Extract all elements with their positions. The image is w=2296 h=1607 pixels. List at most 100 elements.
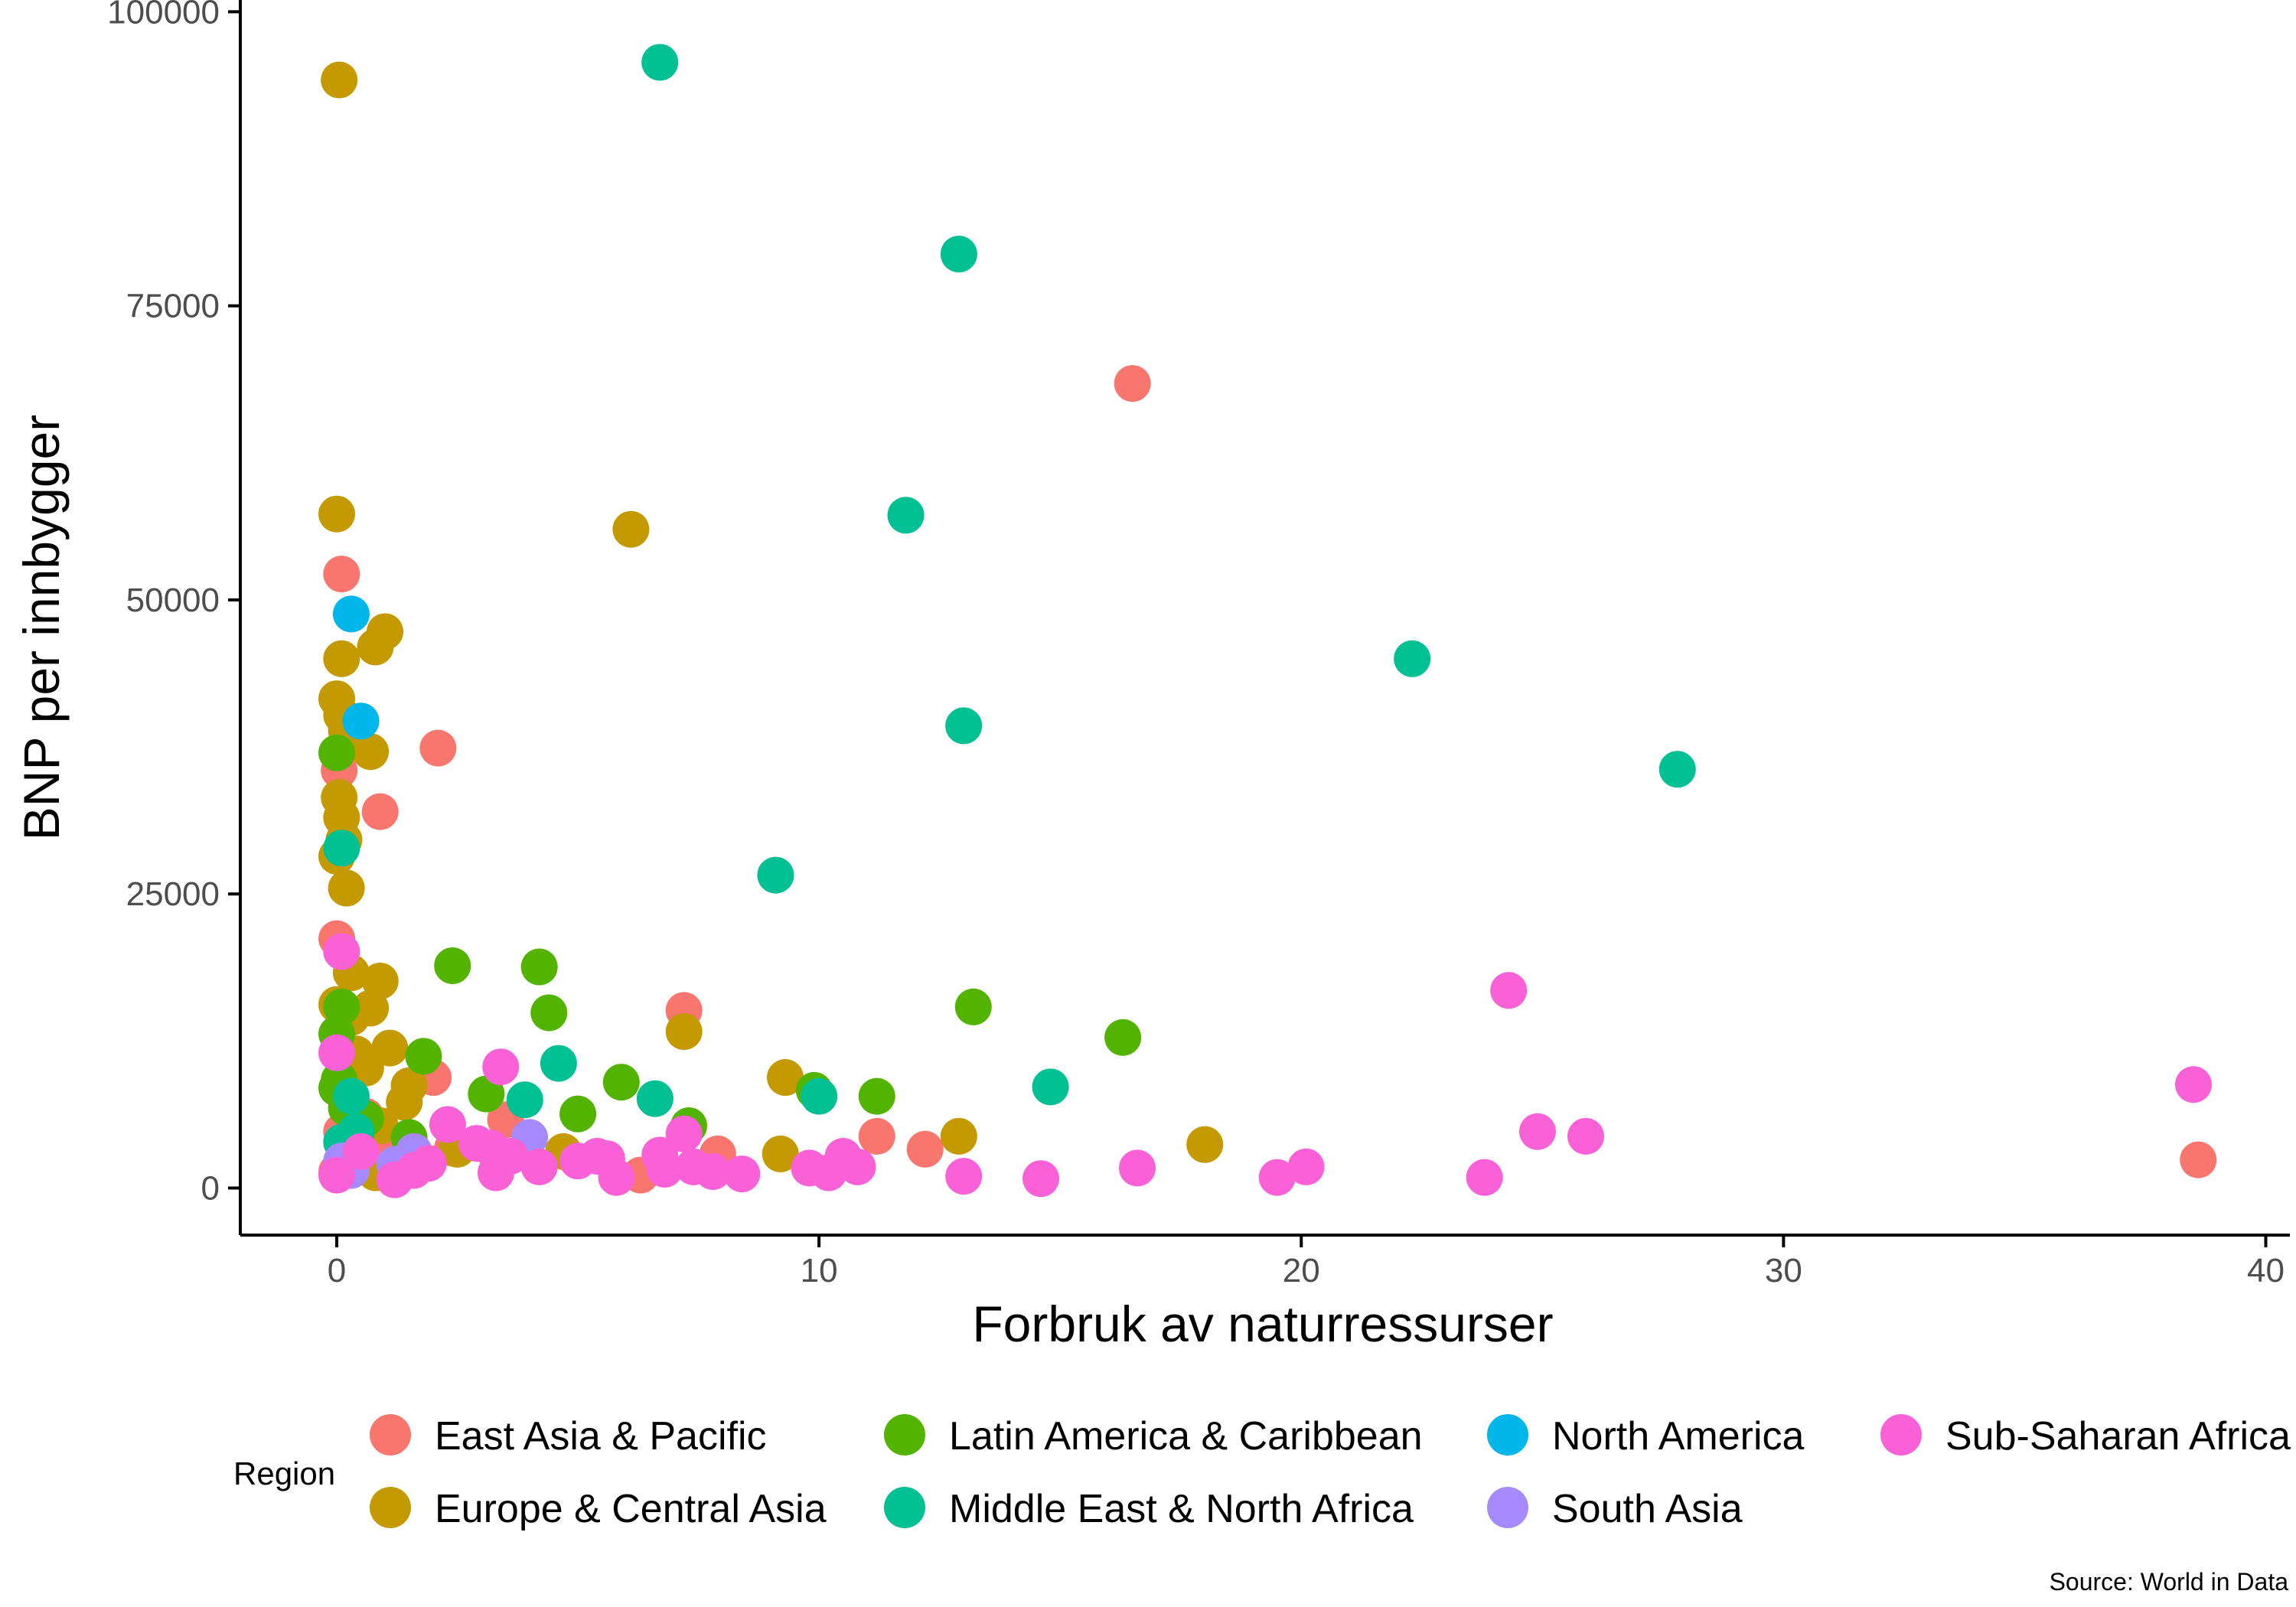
data-point [1287, 1148, 1325, 1185]
y-tick-label: 100000 [107, 0, 220, 31]
data-point [636, 1080, 673, 1117]
data-point [332, 595, 370, 633]
legend-key [884, 1487, 925, 1528]
legend-label: Europe & Central Asia [435, 1487, 827, 1531]
data-point [429, 1106, 466, 1143]
data-point [321, 61, 358, 99]
data-point [318, 1034, 356, 1071]
data-point [1466, 1159, 1503, 1196]
data-point [357, 628, 394, 666]
data-point [1114, 365, 1151, 403]
x-tick-label: 40 [2247, 1252, 2285, 1289]
data-point [323, 830, 360, 867]
source-caption: Source: World in Data [2050, 1568, 2289, 1596]
data-point [458, 1125, 495, 1162]
legend-label: Sub-Saharan Africa [1945, 1414, 2291, 1459]
y-tick-label: 75000 [126, 288, 220, 325]
data-point [323, 988, 360, 1025]
data-point [342, 702, 380, 740]
legend-label: North America [1552, 1414, 1805, 1459]
data-point [1567, 1117, 1605, 1155]
data-point [405, 1038, 442, 1075]
x-tick-label: 30 [1765, 1252, 1802, 1289]
y-tick-label: 25000 [126, 875, 220, 913]
legend-key [1880, 1414, 1922, 1455]
x-tick-label: 10 [801, 1252, 838, 1289]
data-point [801, 1077, 838, 1115]
data-point [2174, 1066, 2212, 1103]
data-point [371, 1029, 409, 1067]
data-point [468, 1075, 505, 1113]
data-point [506, 1081, 543, 1119]
data-point [328, 869, 365, 907]
data-point [2180, 1141, 2217, 1178]
data-point [434, 947, 471, 984]
data-point [1104, 1019, 1142, 1056]
data-point [318, 734, 356, 771]
data-point [1519, 1113, 1557, 1150]
data-point [665, 1115, 703, 1152]
data-point [419, 729, 457, 767]
y-axis-title: BNP per innbygger [13, 415, 70, 840]
data-point [839, 1148, 876, 1185]
data-point [386, 1084, 423, 1121]
data-point [602, 1064, 640, 1101]
data-point [342, 1133, 380, 1170]
legend-key [370, 1487, 411, 1528]
data-point [858, 1117, 895, 1155]
legend-label: Latin America & Caribbean [949, 1414, 1423, 1459]
data-point [887, 497, 925, 534]
data-point [762, 1135, 799, 1172]
legend-label: Middle East & North Africa [949, 1487, 1414, 1531]
legend-key [1487, 1487, 1528, 1528]
data-point [323, 933, 360, 970]
data-point [940, 1117, 977, 1155]
data-point [1658, 751, 1696, 788]
y-axis-ticks: 0 25000 50000 75000 100000 [107, 0, 240, 1208]
data-point [491, 1138, 529, 1175]
data-point [1022, 1160, 1059, 1198]
data-point [954, 988, 992, 1025]
data-point [1119, 1149, 1156, 1187]
data-point [945, 1158, 983, 1195]
data-point [598, 1159, 635, 1196]
x-tick-label: 20 [1283, 1252, 1320, 1289]
data-point [318, 495, 356, 533]
legend-key [370, 1414, 411, 1455]
x-axis: 0 10 20 30 40 [240, 1234, 2290, 1289]
data-point [767, 1059, 804, 1097]
data-point [530, 994, 568, 1032]
legend-key [884, 1414, 925, 1455]
data-point [520, 1148, 558, 1185]
data-point [409, 1145, 447, 1182]
data-point [694, 1152, 732, 1190]
data-point [1186, 1126, 1224, 1163]
data-point [540, 1045, 577, 1082]
y-tick-label: 0 [201, 1170, 220, 1208]
data-point [323, 640, 360, 677]
x-axis-ticks: 0 10 20 30 40 [328, 1235, 2285, 1289]
data-point [1394, 640, 1431, 677]
data-point [559, 1095, 597, 1133]
legend: East Asia & Pacific Europe & Central Asia… [370, 1414, 2291, 1531]
data-point [352, 733, 390, 771]
data-point [945, 707, 983, 745]
data-point [1258, 1159, 1296, 1196]
data-point [482, 1048, 520, 1086]
legend-label: South Asia [1552, 1487, 1743, 1531]
data-point [323, 556, 360, 593]
data-point [332, 1077, 370, 1115]
data-point [665, 1013, 703, 1051]
data-point [906, 1130, 944, 1168]
data-point [723, 1156, 761, 1193]
data-point [1490, 972, 1528, 1009]
data-point [361, 793, 399, 830]
data-point [641, 44, 679, 81]
y-tick-label: 50000 [126, 582, 220, 619]
data-point [940, 236, 977, 273]
legend-key [1487, 1414, 1528, 1455]
data-point [520, 948, 558, 986]
data-point [646, 1150, 683, 1188]
data-point [858, 1077, 895, 1115]
data-point [318, 1156, 356, 1194]
